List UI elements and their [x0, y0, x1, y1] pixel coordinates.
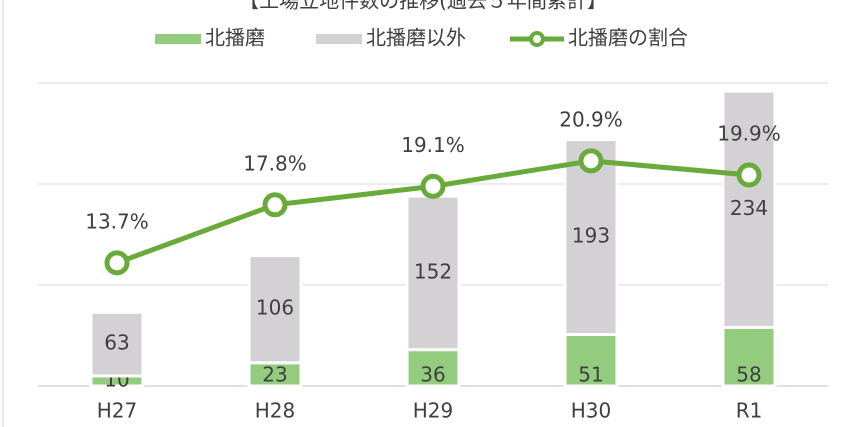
bar-segment — [721, 325, 777, 388]
chart-title: 【工場立地件数の推移(過去５年間累計】 — [239, 0, 607, 13]
line-marker — [420, 173, 446, 199]
x-tick-label: R1 — [736, 399, 763, 423]
bar-segment — [405, 194, 461, 352]
data-label: 20.9% — [559, 107, 623, 131]
line-marker — [578, 148, 604, 174]
legend-marker — [529, 31, 545, 47]
data-label: 63 — [104, 331, 129, 355]
x-tick-label: H27 — [97, 399, 138, 423]
bar-segment — [721, 89, 777, 329]
legend-label: 北播磨以外 — [366, 26, 466, 50]
line-marker — [262, 192, 288, 218]
legend-label: 北播磨 — [205, 26, 265, 50]
data-label: 19.1% — [401, 133, 465, 157]
data-label: 152 — [414, 259, 452, 283]
data-label: 58 — [736, 363, 761, 387]
legend-swatch — [155, 34, 201, 44]
bar-segment — [563, 332, 619, 388]
x-tick-label: H28 — [255, 399, 296, 423]
data-label: 17.8% — [243, 151, 307, 175]
chart-border — [2, 0, 4, 427]
data-label: 193 — [572, 224, 610, 248]
legend-swatch — [316, 34, 362, 44]
bar-segment — [89, 310, 145, 378]
line-marker — [736, 162, 762, 188]
line-marker — [104, 250, 130, 276]
bar-segment — [563, 138, 619, 336]
bar-segment — [247, 254, 303, 365]
data-label: 13.7% — [85, 209, 149, 233]
data-label: 23 — [262, 363, 287, 387]
legend-label: 北播磨の割合 — [568, 26, 688, 50]
x-tick-label: H30 — [571, 399, 612, 423]
data-label: 36 — [420, 363, 445, 387]
x-tick-label: H29 — [413, 399, 454, 423]
bar-segment — [405, 348, 461, 388]
data-label: 19.9% — [717, 122, 781, 146]
data-label: 106 — [256, 296, 294, 320]
data-label: 51 — [578, 363, 603, 387]
data-label: 234 — [730, 196, 768, 220]
